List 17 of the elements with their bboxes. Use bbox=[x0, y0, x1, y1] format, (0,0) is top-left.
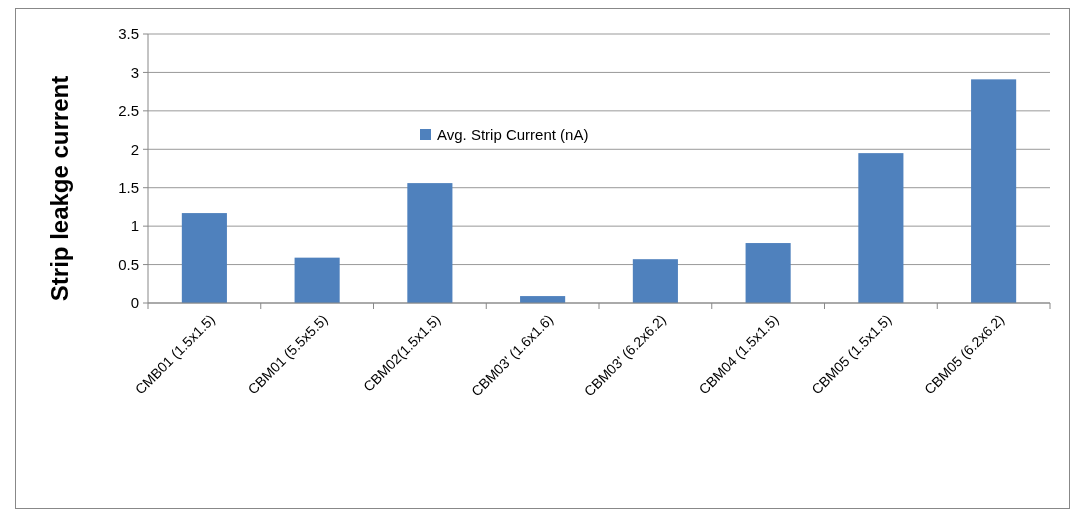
bar bbox=[294, 257, 340, 303]
bar bbox=[407, 183, 453, 303]
bar bbox=[181, 213, 227, 303]
y-axis-title: Strip leakge current bbox=[46, 75, 73, 302]
y-tick-label: 3.5 bbox=[118, 25, 139, 43]
bar bbox=[858, 153, 904, 303]
y-tick-label: 0.5 bbox=[118, 255, 139, 273]
bar bbox=[632, 259, 678, 303]
bar bbox=[971, 79, 1017, 303]
y-tick-label: 2 bbox=[130, 140, 139, 158]
y-tick-label: 1 bbox=[130, 217, 139, 235]
y-tick-label: 1.5 bbox=[118, 178, 139, 196]
y-tick-label: 2.5 bbox=[118, 102, 139, 120]
y-tick-label: 0 bbox=[130, 294, 139, 312]
y-tick-label: 3 bbox=[130, 63, 139, 81]
legend-label: Avg. Strip Current (nA) bbox=[437, 126, 589, 144]
bar bbox=[745, 243, 791, 303]
